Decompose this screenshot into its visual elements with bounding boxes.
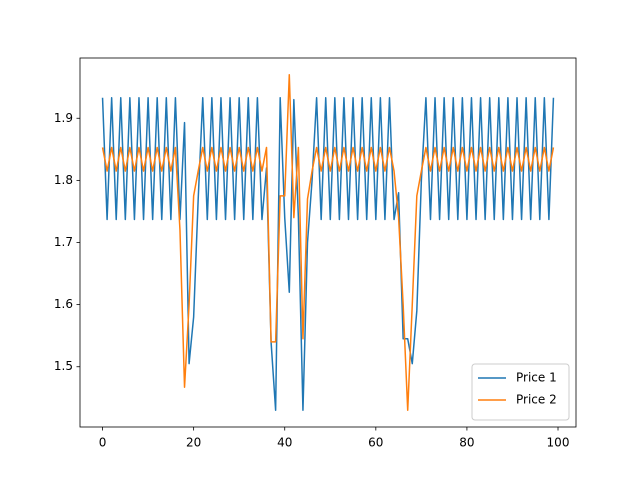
x-tick-label: 20 <box>186 436 201 450</box>
legend-label: Price 1 <box>516 371 557 385</box>
legend-label: Price 2 <box>516 393 557 407</box>
line-series <box>101 74 555 411</box>
y-tick-label: 1.8 <box>54 173 73 187</box>
x-tick-label: 40 <box>277 436 292 450</box>
y-tick-label: 1.9 <box>54 111 73 125</box>
y-tick-label: 1.7 <box>54 235 73 249</box>
y-tick-label: 1.5 <box>54 359 73 373</box>
y-tick-label: 1.6 <box>54 297 73 311</box>
x-tick-label: 80 <box>459 436 474 450</box>
x-tick-label: 0 <box>99 436 107 450</box>
x-tick-label: 60 <box>368 436 383 450</box>
x-tick-label: 100 <box>547 436 570 450</box>
plot-frame <box>79 57 577 428</box>
